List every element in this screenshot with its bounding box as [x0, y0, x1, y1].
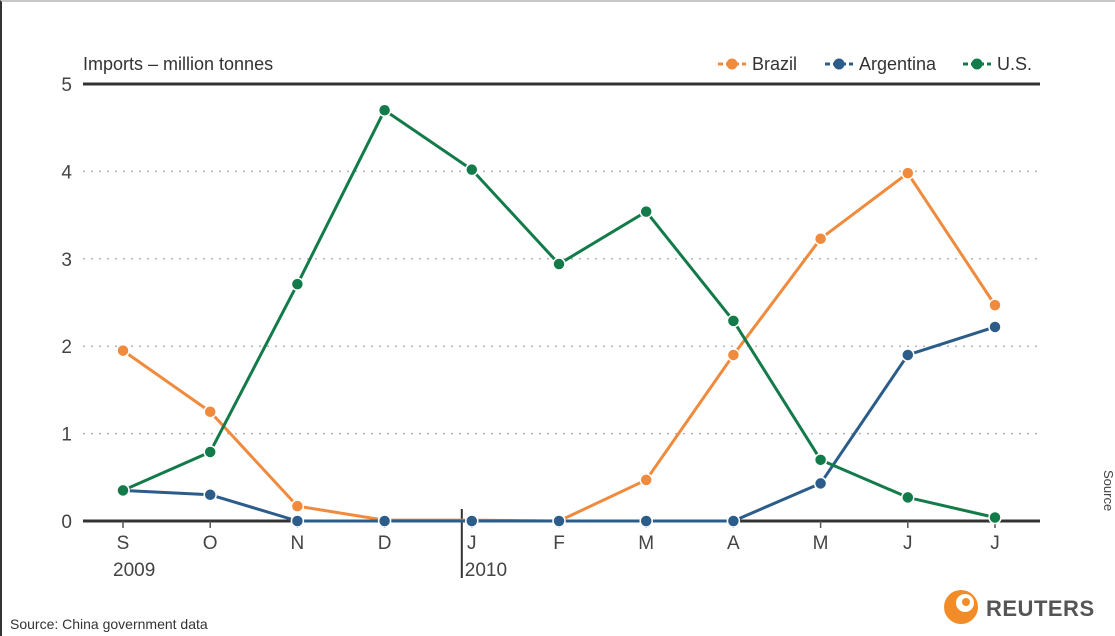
y-tick-label: 0: [61, 512, 72, 533]
legend: Brazil Argentina U.S.: [718, 54, 1032, 74]
year-label-2010: 2010: [465, 560, 507, 581]
x-tick-label: J: [990, 533, 1000, 554]
data-point-u-s: [377, 103, 392, 117]
data-point-u-s: [552, 257, 566, 271]
data-point-u-s: [901, 490, 915, 505]
data-point-argentina: [552, 514, 566, 528]
data-point-argentina: [901, 348, 915, 362]
legend-marker: [726, 58, 738, 70]
data-point-u-s: [813, 453, 828, 467]
data-point-argentina: [639, 514, 653, 528]
data-point-u-s: [639, 204, 653, 219]
series-layer: [116, 103, 1002, 528]
data-point-u-s: [465, 162, 479, 177]
data-point-argentina: [377, 514, 392, 528]
data-point-brazil: [639, 473, 653, 487]
x-tick-label: N: [291, 533, 305, 554]
source-note: Source: China government data: [10, 616, 208, 632]
side-source-fragment: Source: [1101, 470, 1115, 511]
x-tick-label: O: [203, 533, 218, 554]
x-tick-label: J: [903, 533, 913, 554]
legend-item-argentina: Argentina: [825, 54, 937, 74]
axes: [83, 82, 1040, 523]
data-point-u-s: [726, 314, 741, 328]
x-tick-label: A: [727, 533, 740, 554]
data-point-u-s: [290, 277, 305, 291]
data-point-brazil: [726, 348, 741, 362]
data-point-brazil: [988, 298, 1002, 312]
legend-marker: [833, 58, 845, 70]
year-label-2009: 2009: [113, 560, 155, 581]
data-point-u-s: [203, 445, 217, 459]
data-point-brazil: [203, 405, 217, 419]
series-u-s: [116, 103, 1002, 525]
data-point-argentina: [813, 476, 828, 491]
y-tick-label: 5: [61, 75, 72, 96]
y-axis-ticks: 0 1 2 3 4 5: [61, 75, 72, 533]
data-point-brazil: [901, 166, 915, 180]
data-point-argentina: [290, 514, 305, 528]
series-line-argentina: [122, 325, 996, 523]
data-point-argentina: [726, 514, 741, 528]
legend-item-brazil: Brazil: [718, 54, 797, 74]
series-argentina: [116, 320, 1002, 528]
x-tick-label: S: [117, 533, 130, 554]
legend-label: Brazil: [752, 54, 797, 74]
reuters-logo: REUTERS: [944, 590, 1095, 624]
data-point-u-s: [988, 510, 1002, 525]
x-tick-label: M: [638, 533, 654, 554]
x-axis-ticks: S O N D J F M A M J J 2009 2010: [113, 509, 1000, 581]
series-line-u-s: [122, 108, 996, 519]
x-tick-label: J: [467, 533, 477, 554]
data-point-brazil: [116, 343, 130, 358]
data-point-argentina: [465, 514, 479, 528]
legend-label: Argentina: [859, 54, 937, 74]
data-point-argentina: [988, 320, 1002, 334]
data-point-argentina: [203, 488, 217, 502]
y-tick-label: 4: [61, 162, 72, 183]
series-line-brazil: [122, 171, 997, 523]
x-tick-label: F: [553, 533, 565, 554]
data-point-brazil: [290, 499, 305, 513]
legend-item-u-s: U.S.: [963, 54, 1032, 74]
chart-title: Imports – million tonnes: [83, 54, 273, 74]
x-tick-label: D: [378, 533, 392, 554]
x-tick-label: M: [813, 533, 829, 554]
reuters-wordmark: REUTERS: [986, 596, 1095, 621]
legend-label: U.S.: [997, 54, 1032, 74]
data-point-u-s: [116, 483, 130, 498]
reuters-logo-icon: [944, 590, 978, 624]
data-point-brazil: [813, 231, 828, 246]
legend-marker: [971, 58, 983, 70]
y-tick-label: 2: [61, 337, 72, 358]
gridlines: [83, 170, 1040, 435]
y-tick-label: 3: [61, 250, 72, 271]
y-tick-label: 1: [61, 425, 72, 446]
series-brazil: [116, 166, 1002, 528]
